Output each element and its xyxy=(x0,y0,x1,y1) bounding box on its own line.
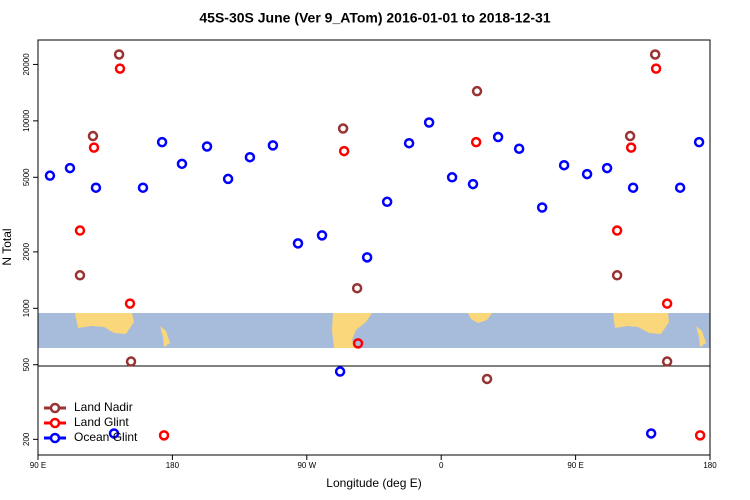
x-axis-label: Longitude (deg E) xyxy=(326,476,421,490)
land xyxy=(75,313,134,334)
legend-marker xyxy=(49,402,61,414)
land xyxy=(696,326,706,347)
x-tick-label: 90 W xyxy=(297,461,316,470)
point xyxy=(625,142,637,153)
legend-label: Land Glint xyxy=(74,415,129,429)
legend-label: Land Nadir xyxy=(74,400,133,414)
point xyxy=(90,182,102,193)
point xyxy=(649,49,661,60)
legend-label: Ocean Glint xyxy=(74,430,138,444)
legend-marker xyxy=(49,417,61,429)
plot-frame xyxy=(37,39,711,456)
point xyxy=(471,85,483,97)
point xyxy=(124,298,136,309)
point xyxy=(338,145,350,157)
point xyxy=(176,158,188,170)
point xyxy=(601,162,613,174)
point xyxy=(558,159,570,171)
point xyxy=(334,366,346,377)
point xyxy=(481,373,493,385)
x-tick-label: 90 E xyxy=(30,461,46,470)
ocean-band xyxy=(38,313,710,348)
point xyxy=(361,252,373,263)
y-tick-label: 10000 xyxy=(22,109,31,132)
point xyxy=(114,63,126,74)
point xyxy=(351,282,363,294)
x-tick-label: 180 xyxy=(703,461,717,470)
point xyxy=(581,168,593,180)
point xyxy=(661,356,673,367)
y-tick-label: 2000 xyxy=(22,242,31,260)
point xyxy=(467,178,479,190)
x-tick-label: 180 xyxy=(166,461,180,470)
point xyxy=(64,162,76,174)
point xyxy=(423,117,435,128)
point xyxy=(403,137,415,149)
point xyxy=(627,182,639,193)
point xyxy=(316,230,328,241)
point xyxy=(611,270,623,281)
point xyxy=(244,151,256,163)
point xyxy=(352,338,364,349)
y-axis-label: N Total xyxy=(0,228,14,265)
y-tick-label: 5000 xyxy=(22,168,31,186)
point xyxy=(292,238,304,249)
point xyxy=(661,298,673,309)
y-tick-label: 1000 xyxy=(22,299,31,317)
point xyxy=(113,49,125,60)
land xyxy=(160,326,170,347)
x-tick-label: 90 E xyxy=(567,461,583,470)
y-tick-label: 20000 xyxy=(22,53,31,76)
point xyxy=(650,63,662,74)
point xyxy=(222,173,234,185)
y-tick-label: 500 xyxy=(22,358,31,372)
point xyxy=(470,136,482,148)
point xyxy=(74,225,86,236)
point xyxy=(611,225,623,236)
land xyxy=(468,313,492,323)
point xyxy=(513,143,525,154)
point xyxy=(158,430,170,441)
x-tick-label: 0 xyxy=(439,461,444,470)
point xyxy=(267,140,279,151)
map-strip xyxy=(38,313,710,348)
point xyxy=(137,182,149,193)
point xyxy=(381,196,393,208)
point xyxy=(44,170,56,181)
legend-marker xyxy=(49,432,61,444)
point xyxy=(201,141,213,152)
point xyxy=(74,270,86,281)
point xyxy=(156,136,168,148)
point xyxy=(536,202,548,213)
point xyxy=(674,182,686,193)
point xyxy=(337,123,349,134)
land xyxy=(613,313,669,334)
point xyxy=(125,356,137,367)
point xyxy=(492,131,504,143)
point xyxy=(645,428,657,439)
chart-title: 45S-30S June (Ver 9_ATom) 2016-01-01 to … xyxy=(199,10,550,26)
point xyxy=(624,130,636,142)
point xyxy=(108,428,120,439)
point xyxy=(693,136,705,148)
point xyxy=(446,172,458,183)
land xyxy=(332,313,372,348)
point xyxy=(88,142,100,153)
y-tick-label: 200 xyxy=(22,432,31,446)
point xyxy=(694,430,706,441)
point xyxy=(87,130,99,142)
